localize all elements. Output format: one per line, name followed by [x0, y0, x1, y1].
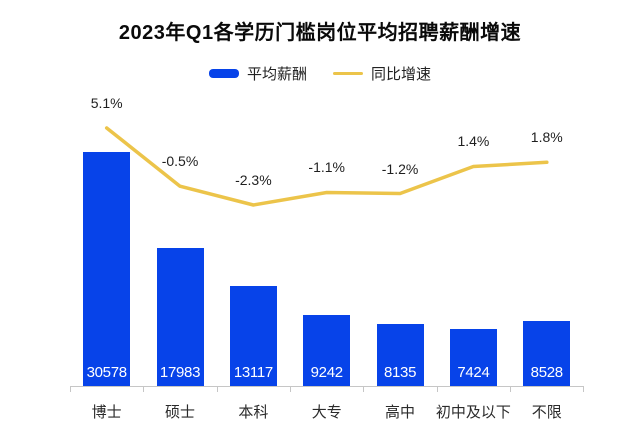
bar-value-label: 30578	[86, 364, 128, 381]
growth-percent-label: 1.4%	[457, 133, 490, 150]
x-axis-tick	[363, 386, 365, 392]
x-axis-tick	[70, 386, 71, 392]
salary-bar-高中[interactable]: 8135	[376, 324, 424, 386]
category-label-大专: 大专	[311, 404, 342, 421]
category-label-博士: 博士	[91, 404, 122, 421]
salary-bar-初中及以下[interactable]: 7424	[449, 329, 497, 386]
growth-percent-label: -0.5%	[161, 153, 199, 170]
line-series-swatch-icon	[333, 71, 363, 75]
bar-series-swatch-icon	[208, 68, 239, 78]
salary-bar-本科[interactable]: 13117	[229, 286, 277, 386]
bar-value-label: 7424	[457, 364, 490, 381]
growth-percent-label: -1.1%	[308, 159, 345, 176]
x-axis-tick	[436, 386, 438, 392]
legend-item-average-salary[interactable]: 平均薪酬	[208, 63, 307, 84]
growth-percent-label: 5.1%	[90, 95, 123, 111]
bar-value-label: 13117	[233, 364, 273, 381]
category-label-硕士: 硕士	[165, 404, 196, 421]
category-label-本科: 本科	[238, 404, 269, 421]
growth-line	[104, 126, 549, 207]
x-axis-tick	[216, 386, 218, 392]
x-axis-tick	[143, 386, 145, 392]
x-axis-line	[70, 386, 584, 387]
x-axis-tick	[290, 386, 292, 392]
bar-value-label: 9242	[310, 364, 343, 381]
x-axis-tick	[510, 386, 512, 392]
salary-bar-不限[interactable]: 8528	[523, 321, 571, 386]
x-axis-tick	[583, 386, 585, 392]
salary-bar-大专[interactable]: 9242	[303, 315, 351, 386]
growth-percent-label: -1.2%	[381, 160, 419, 177]
legend-item-yoy-growth[interactable]: 同比增速	[333, 63, 431, 84]
bar-value-label: 8135	[383, 364, 417, 381]
growth-percent-label: -2.3%	[235, 171, 272, 188]
salary-bar-博士[interactable]: 30578	[83, 152, 131, 386]
chart-title: 2023年Q1各学历门槛岗位平均招聘薪酬增速	[118, 22, 522, 44]
category-label-高中: 高中	[385, 404, 416, 421]
legend-label-average-salary: 平均薪酬	[246, 65, 307, 83]
legend-label-yoy-growth: 同比增速	[371, 65, 432, 83]
category-label-初中及以下: 初中及以下	[435, 404, 511, 421]
legend: 平均薪酬 同比增速	[0, 62, 640, 84]
bar-value-label: 17983	[159, 364, 201, 381]
bar-value-label: 8528	[530, 364, 563, 381]
category-label-不限: 不限	[531, 404, 562, 421]
salary-bar-硕士[interactable]: 17983	[156, 248, 204, 386]
growth-percent-label: 1.8%	[530, 129, 563, 146]
